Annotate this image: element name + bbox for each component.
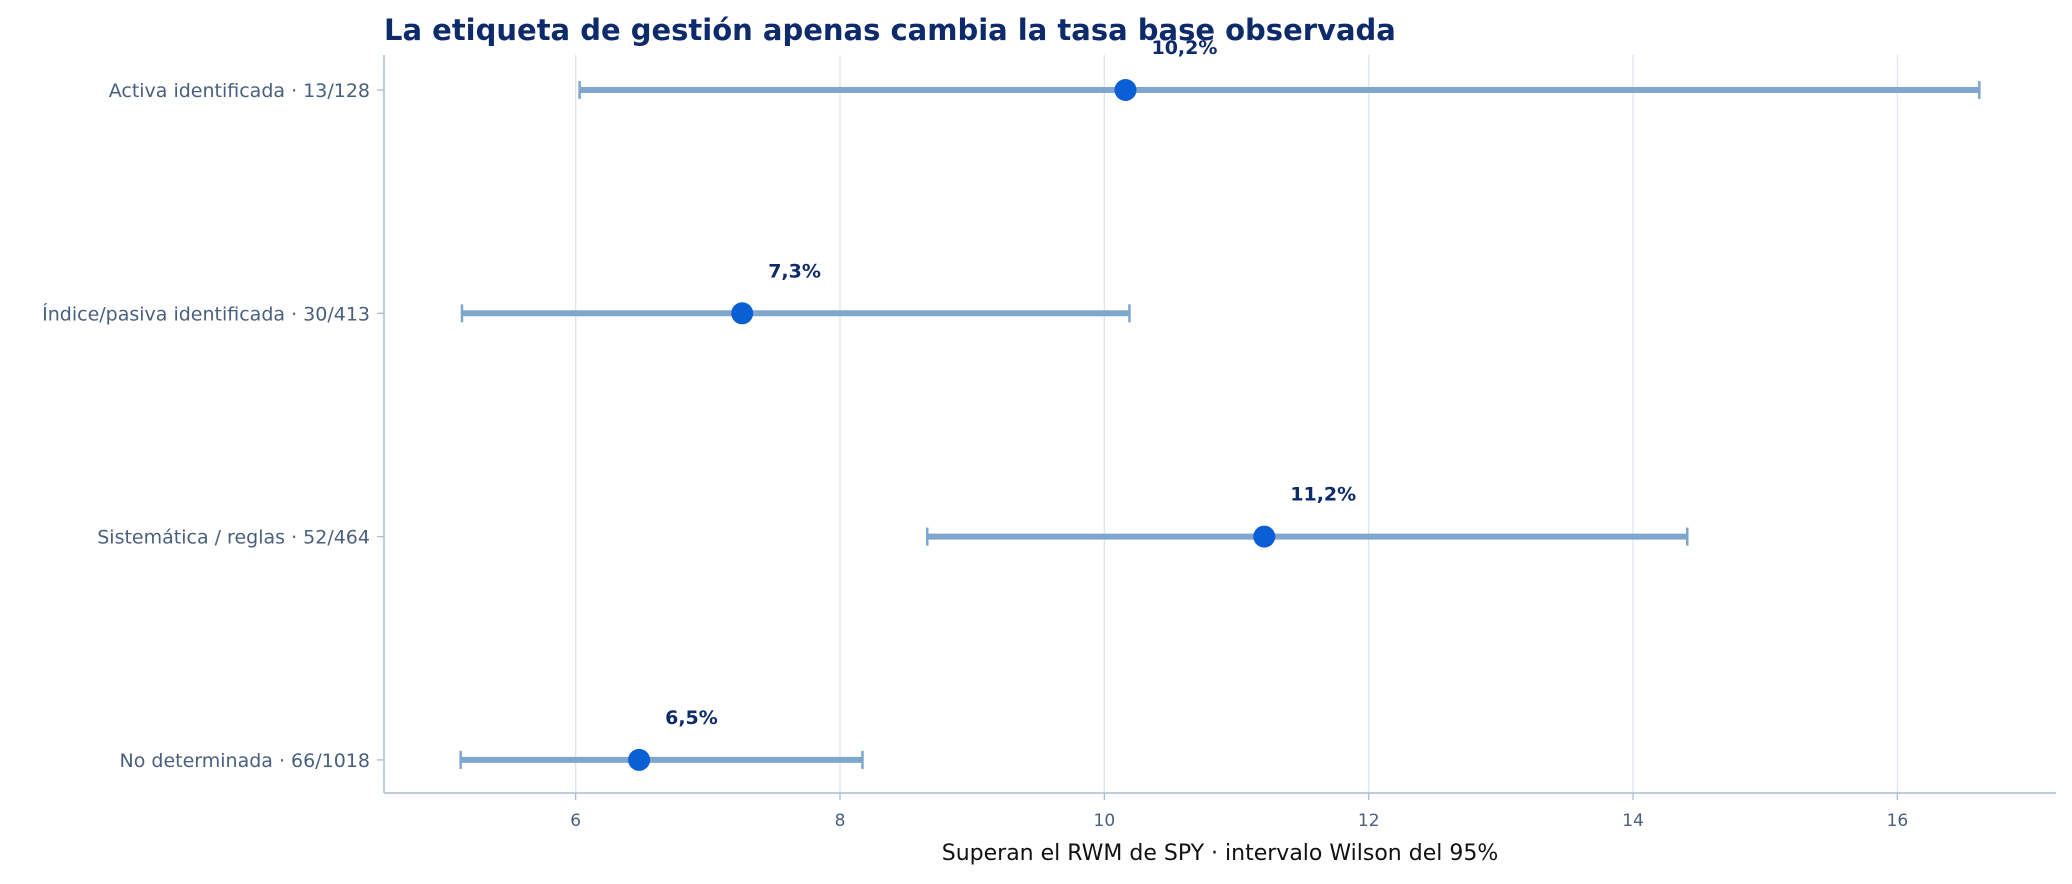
category-label: Activa identificada · 13/128 bbox=[109, 80, 370, 102]
category-labels: Activa identificada · 13/128 Índice/pasiv… bbox=[42, 80, 384, 772]
estimate-point bbox=[1253, 525, 1276, 548]
estimate-point bbox=[731, 302, 754, 325]
data-label: 11,2% bbox=[1290, 484, 1356, 506]
category-label: Sistemática / reglas · 52/464 bbox=[97, 527, 370, 549]
data-label: 7,3% bbox=[768, 260, 821, 282]
category-label: No determinada · 66/1018 bbox=[120, 750, 370, 772]
x-tick-label: 16 bbox=[1887, 811, 1909, 831]
x-tick-label: 12 bbox=[1358, 811, 1380, 831]
interval-series: 10,2% 7,3% 11,2% 6,5% bbox=[459, 37, 1981, 771]
x-tick-label: 8 bbox=[835, 811, 846, 831]
estimate-point bbox=[628, 748, 651, 771]
x-axis-ticks: 6 8 10 12 14 16 bbox=[570, 793, 1908, 831]
category-label: Índice/pasiva identificada · 30/413 bbox=[42, 302, 370, 325]
data-label: 6,5% bbox=[665, 707, 718, 729]
x-tick-label: 10 bbox=[1094, 811, 1116, 831]
grid-lines bbox=[575, 55, 1899, 793]
chart-title: La etiqueta de gestión apenas cambia la … bbox=[384, 13, 1396, 47]
data-label: 10,2% bbox=[1151, 37, 1217, 59]
estimate-point bbox=[1114, 79, 1137, 101]
x-tick-label: 14 bbox=[1622, 811, 1644, 831]
x-tick-label: 6 bbox=[570, 811, 581, 831]
x-axis-label: Superan el RWM de SPY · intervalo Wilson… bbox=[942, 841, 1498, 866]
